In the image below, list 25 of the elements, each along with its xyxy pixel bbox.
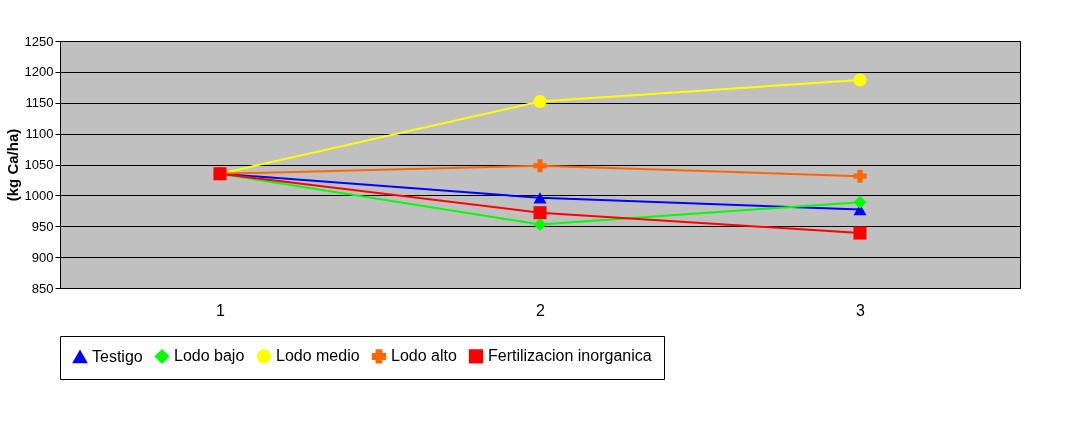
legend-label: Testigo [92,347,143,365]
point [533,217,547,231]
y-tick-label: 1250 [24,33,54,49]
x-tick-label: 1 [216,301,226,319]
point [533,206,547,220]
point [853,226,867,240]
y-tick-label: 1000 [24,187,54,203]
x-tick-label: 2 [536,301,546,319]
point [533,95,547,109]
legend-label: Fertilizacion inorganica [488,347,652,365]
x-tick-label: 3 [856,301,866,319]
point [533,159,547,173]
y-tick-label: 1050 [24,157,54,172]
y-axis-title: (kg Ca/ha) [3,128,21,202]
y-tick-label: 1200 [24,64,54,80]
legend-label: Lodo alto [391,347,457,365]
y-tick-label: 900 [31,249,54,265]
y-tick-label: 1150 [25,95,54,111]
point [853,169,867,183]
y-tick-label: 950 [31,218,54,234]
y-tick-label: 850 [31,280,54,296]
y-tick-label: 1100 [25,126,54,142]
point [853,73,867,87]
legend-label: Lodo bajo [174,347,245,365]
legend-label: Lodo medio [276,347,360,365]
